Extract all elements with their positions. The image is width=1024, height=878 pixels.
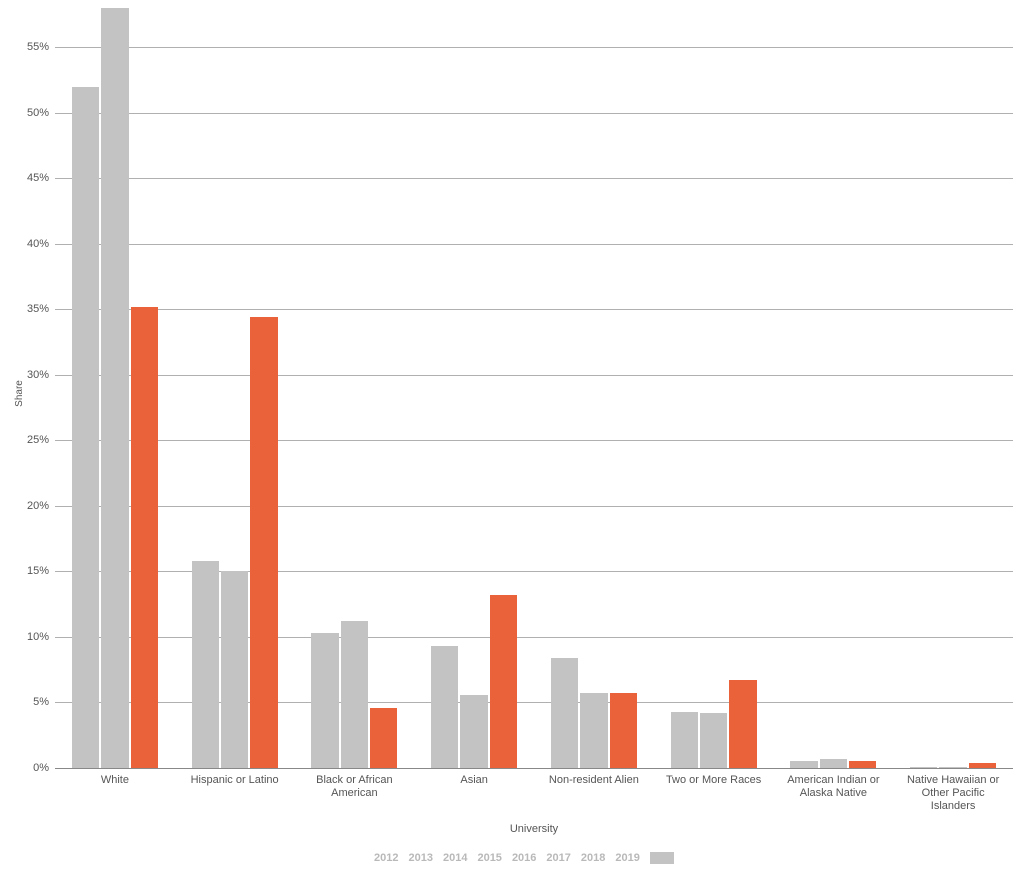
y-tick-label: 20% [27, 500, 55, 512]
x-tick-label: White [55, 768, 175, 787]
x-tick-label: Non-resident Alien [534, 768, 654, 787]
gridline [55, 309, 1013, 310]
plot-area: 0%5%10%15%20%25%30%35%40%45%50%55%WhiteH… [55, 8, 1013, 768]
y-axis-label: Share [14, 380, 25, 407]
bar [580, 693, 607, 768]
legend-year: 2015 [477, 852, 501, 864]
y-tick-label: 15% [27, 565, 55, 577]
gridline [55, 375, 1013, 376]
bar [551, 658, 578, 768]
x-axis-label: University [494, 823, 574, 835]
y-tick-label: 35% [27, 303, 55, 315]
gridline [55, 244, 1013, 245]
legend-year: 2013 [408, 852, 432, 864]
bar [341, 621, 368, 768]
bar [250, 317, 277, 768]
y-tick-label: 45% [27, 172, 55, 184]
y-tick-label: 50% [27, 107, 55, 119]
x-tick-label: Two or More Races [654, 768, 774, 787]
bar [820, 759, 847, 768]
x-tick-label: Native Hawaiian orOther PacificIslanders [893, 768, 1013, 814]
x-tick-label: Black or AfricanAmerican [295, 768, 415, 800]
legend: 2012 2013 2014 2015 2016 2017 2018 2019 [374, 852, 674, 864]
bar [431, 646, 458, 768]
bar [72, 87, 99, 768]
bar [311, 633, 338, 768]
x-tick-label: Hispanic or Latino [175, 768, 295, 787]
y-tick-label: 10% [27, 631, 55, 643]
bar [192, 561, 219, 768]
bar [700, 713, 727, 768]
legend-year: 2014 [443, 852, 467, 864]
bar [221, 571, 248, 768]
y-tick-label: 25% [27, 434, 55, 446]
gridline [55, 506, 1013, 507]
bar [101, 8, 128, 768]
legend-year: 2012 [374, 852, 398, 864]
gridline [55, 113, 1013, 114]
legend-swatch [650, 852, 674, 864]
bar [460, 695, 487, 768]
gridline [55, 440, 1013, 441]
bar [370, 708, 397, 768]
y-tick-label: 55% [27, 41, 55, 53]
gridline [55, 47, 1013, 48]
legend-year: 2016 [512, 852, 536, 864]
y-tick-label: 5% [33, 696, 55, 708]
bar [490, 595, 517, 768]
bar [671, 712, 698, 768]
y-tick-label: 0% [33, 762, 55, 774]
legend-year: 2017 [546, 852, 570, 864]
x-tick-label: American Indian orAlaska Native [774, 768, 894, 800]
legend-year: 2019 [615, 852, 639, 864]
bar [729, 680, 756, 768]
bar [131, 307, 158, 768]
x-tick-label: Asian [414, 768, 534, 787]
bar [610, 693, 637, 768]
y-tick-label: 30% [27, 369, 55, 381]
gridline [55, 178, 1013, 179]
y-tick-label: 40% [27, 238, 55, 250]
chart-container: 0% 5% 10% 15% 20% 25% 30% 35% 40% 45% 50% 55% WhiteH… [0, 0, 1024, 878]
legend-year: 2018 [581, 852, 605, 864]
